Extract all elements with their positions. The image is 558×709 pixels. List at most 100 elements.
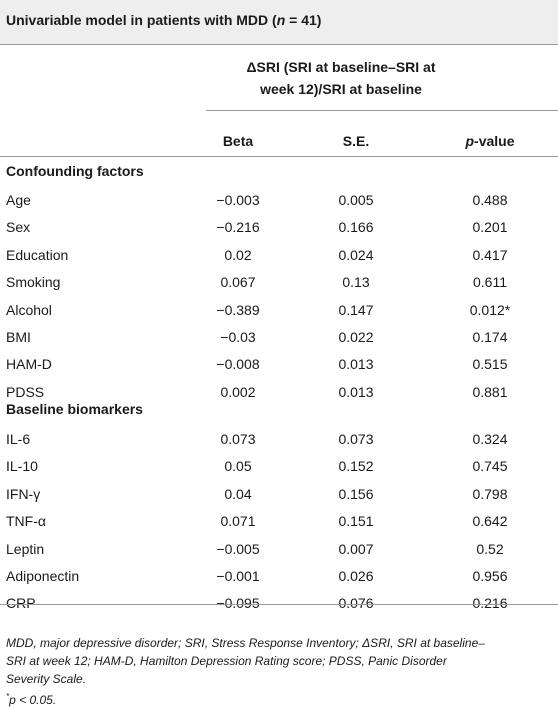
table-title: Univariable model in patients with MDD (…: [6, 12, 321, 28]
footnote-line3: Severity Scale.: [6, 672, 87, 686]
section-label-confounding: Confounding factors: [6, 163, 144, 179]
col-se-header: S.E.: [342, 133, 370, 149]
row-beta: −0.008: [216, 356, 260, 373]
row-p-value: 0.174: [472, 329, 508, 345]
row-se: 0.013: [338, 383, 374, 400]
row-se: 0.007: [338, 540, 374, 557]
group-header-line2: week 12)/SRI at baseline: [260, 81, 422, 97]
row-beta: 0.002: [220, 383, 256, 400]
row-p-value: 0.515: [472, 356, 508, 373]
row-se: 0.156: [338, 485, 374, 502]
title-prefix: Univariable model in patients with MDD (: [6, 12, 277, 28]
row-beta: 0.071: [220, 513, 256, 530]
row-label: IFN-γ: [6, 485, 41, 502]
row-se: 0.026: [338, 568, 374, 584]
row-p-value: 0.956: [472, 568, 508, 584]
row-p-value: 0.52: [476, 540, 504, 557]
row-p-value: 0.417: [472, 246, 508, 263]
row-label: BMI: [6, 329, 31, 345]
row-p-value: 0.488: [472, 192, 508, 208]
row-se: 0.013: [338, 356, 374, 373]
col-p-suffix: -value: [474, 133, 515, 149]
row-beta: −0.095: [216, 595, 260, 612]
table-row: CRP −0.095 0.076 0.216: [0, 589, 558, 617]
row-p-value: 0.216: [472, 595, 508, 612]
table-row: Alcohol −0.389 0.147 0.012*: [0, 296, 558, 324]
row-label: Smoking: [6, 274, 61, 291]
row-p-value: 0.611: [473, 274, 507, 291]
footnote-line2: SRI at week 12; HAM-D, Hamilton Depressi…: [6, 654, 447, 668]
col-beta-header: Beta: [222, 133, 254, 149]
title-n-symbol: n: [276, 12, 286, 28]
row-label: IL-6: [6, 431, 31, 447]
row-label: PDSS: [6, 383, 45, 400]
table-row: Education 0.02 0.024 0.417: [0, 241, 558, 269]
row-label: Leptin: [6, 540, 45, 557]
row-se: 0.152: [338, 458, 374, 475]
row-p-value: 0.798: [472, 485, 508, 502]
table-row: PDSS 0.002 0.013 0.881: [0, 378, 558, 406]
row-label: Adiponectin: [6, 568, 80, 584]
table-row: Adiponectin −0.001 0.026 0.956: [0, 562, 558, 590]
row-beta: −0.003: [216, 192, 260, 208]
row-p-value: 0.745: [472, 458, 508, 475]
row-label: Alcohol: [6, 301, 52, 318]
row-label: Education: [6, 246, 69, 263]
row-se: 0.166: [338, 219, 374, 236]
col-p-italic: p: [465, 133, 475, 149]
row-beta: −0.389: [216, 301, 260, 318]
footnote-sig-text: p < 0.05.: [9, 693, 57, 707]
row-label: IL-10: [6, 458, 38, 475]
footnote: MDD, major depressive disorder; SRI, Str…: [6, 634, 552, 709]
rule-top: [0, 44, 558, 45]
row-beta: −0.005: [216, 540, 260, 557]
row-p-value: 0.881: [472, 383, 508, 400]
section-label-biomarkers: Baseline biomarkers: [6, 401, 143, 417]
row-label: CRP: [6, 595, 36, 612]
table-row: IFN-γ 0.04 0.156 0.798: [0, 480, 558, 508]
row-se: 0.151: [338, 513, 374, 530]
row-beta: −0.03: [220, 329, 256, 345]
row-p-value: 0.324: [472, 431, 508, 447]
row-se: 0.022: [338, 329, 374, 345]
row-se: 0.024: [338, 246, 374, 263]
row-p-value: 0.642: [472, 513, 508, 530]
row-se: 0.076: [338, 595, 374, 612]
table-row: Age −0.003 0.005 0.488: [0, 186, 558, 214]
rule-bottom: [0, 604, 558, 605]
row-beta: 0.073: [220, 431, 256, 447]
group-header-line1: ΔSRI (SRI at baseline–SRI at: [246, 59, 436, 75]
table-row: TNF-α 0.071 0.151 0.642: [0, 507, 558, 535]
table-row: HAM-D −0.008 0.013 0.515: [0, 350, 558, 378]
row-se: 0.005: [338, 192, 374, 208]
row-se: 0.13: [342, 274, 370, 291]
title-suffix: = 41): [285, 12, 322, 28]
row-beta: 0.05: [224, 458, 252, 475]
table-row: IL-10 0.05 0.152 0.745: [0, 452, 558, 480]
title-band: [0, 0, 558, 44]
row-label: TNF-α: [6, 513, 46, 530]
table-row: BMI −0.03 0.022 0.174: [0, 323, 558, 351]
col-p-header: p-value: [440, 133, 540, 149]
row-p-value: 0.201: [472, 219, 508, 236]
rule-group: [206, 110, 558, 111]
footnote-sig-mark: *: [6, 692, 10, 701]
row-beta: 0.04: [224, 485, 252, 502]
row-label: Sex: [6, 219, 31, 236]
rule-header: [0, 156, 558, 157]
group-header: ΔSRI (SRI at baseline–SRI at week 12)/SR…: [206, 56, 476, 100]
row-beta: −0.001: [216, 568, 260, 584]
table-row: Smoking 0.067 0.13 0.611: [0, 268, 558, 296]
row-label: Age: [6, 192, 31, 208]
footnote-line1: MDD, major depressive disorder; SRI, Str…: [6, 636, 485, 650]
table-row: IL-6 0.073 0.073 0.324: [0, 425, 558, 453]
row-p-value: 0.012*: [469, 301, 511, 318]
table-row: Sex −0.216 0.166 0.201: [0, 213, 558, 241]
row-label: HAM-D: [6, 356, 52, 373]
row-se: 0.147: [338, 301, 374, 318]
row-se: 0.073: [338, 431, 374, 447]
row-beta: 0.02: [224, 246, 252, 263]
row-beta: 0.067: [220, 274, 256, 291]
footnote-significance: *p < 0.05.: [6, 688, 552, 709]
